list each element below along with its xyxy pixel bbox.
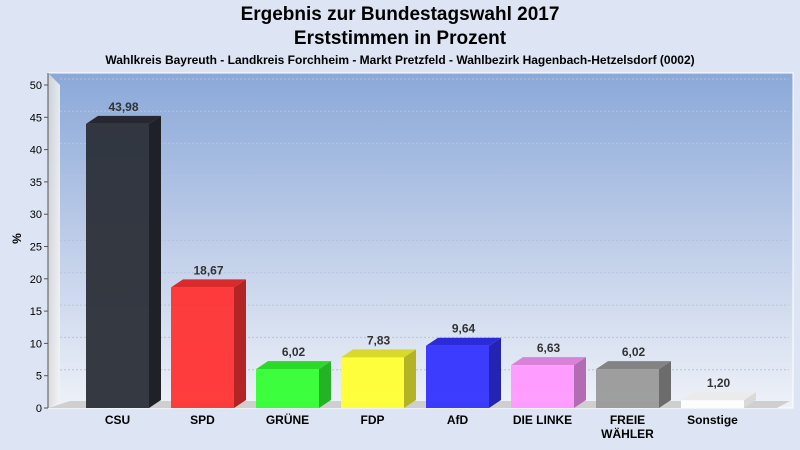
- bar-side: [234, 279, 246, 408]
- bar-side: [489, 337, 501, 408]
- bar-freie-wähler: [596, 361, 671, 408]
- bar-front: [171, 287, 234, 408]
- y-tick-label: 25: [30, 242, 42, 254]
- bar-front: [256, 369, 319, 408]
- category-label: SPD: [190, 413, 215, 427]
- bar-fdp: [341, 349, 416, 408]
- bar-side: [744, 392, 756, 408]
- y-tick-label: 15: [30, 306, 42, 318]
- bar-front: [341, 357, 404, 408]
- category-label: FREIE: [610, 413, 645, 427]
- bar-die-linke: [511, 357, 586, 408]
- bar-front: [511, 365, 574, 408]
- chart-title: Ergebnis zur Bundestagswahl 2017: [240, 4, 560, 25]
- bar-top: [171, 279, 246, 288]
- bar-side: [659, 361, 671, 408]
- y-tick-label: 30: [30, 209, 42, 221]
- plot-left-wall: [48, 73, 60, 408]
- category-label: FDP: [361, 413, 385, 427]
- value-label: 18,67: [193, 263, 223, 277]
- category-label: GRÜNE: [266, 412, 309, 427]
- value-label: 9,64: [452, 322, 476, 336]
- value-label: 1,20: [707, 376, 731, 390]
- bar-side: [404, 349, 416, 408]
- value-label: 6,63: [537, 341, 561, 355]
- value-label: 7,83: [367, 333, 391, 347]
- bar-csu: [86, 115, 161, 409]
- y-tick-label: 50: [30, 80, 42, 92]
- bar-side: [319, 361, 331, 408]
- bar-spd: [171, 279, 246, 408]
- bar-sonstige: [681, 392, 756, 408]
- chart-caption: Wahlkreis Bayreuth - Landkreis Forchheim…: [105, 53, 695, 67]
- bar-top: [341, 349, 416, 358]
- bar-front: [596, 369, 659, 408]
- plot-floor: [48, 401, 790, 408]
- bar-top: [681, 392, 756, 401]
- category-label: CSU: [105, 413, 130, 427]
- bar-top: [86, 115, 161, 124]
- bar-afd: [426, 337, 501, 408]
- bar-front: [426, 345, 489, 408]
- category-label: AfD: [447, 413, 469, 427]
- bar-front: [86, 123, 149, 409]
- category-label: WÄHLER: [601, 426, 654, 441]
- bar-top: [596, 361, 671, 370]
- y-tick-label: 0: [36, 403, 42, 415]
- bar-top: [511, 357, 586, 366]
- value-label: 6,02: [622, 345, 646, 359]
- y-tick-label: 40: [30, 145, 42, 157]
- value-label: 43,98: [108, 100, 138, 114]
- bar-front: [681, 400, 744, 408]
- value-label: 6,02: [282, 345, 306, 359]
- bar-top: [256, 361, 331, 370]
- y-tick-label: 20: [30, 274, 42, 286]
- chart-subtitle: Erststimmen in Prozent: [293, 28, 507, 49]
- y-tick-label: 5: [36, 371, 42, 383]
- bar-side: [149, 115, 161, 409]
- bar-side: [574, 357, 586, 408]
- category-label: Sonstige: [687, 413, 738, 427]
- y-tick-label: 45: [30, 112, 42, 124]
- y-tick-label: 10: [30, 338, 42, 350]
- category-label: DIE LINKE: [513, 413, 572, 427]
- y-tick-label: 35: [30, 177, 42, 189]
- bar-grüne: [256, 361, 331, 408]
- bar-top: [426, 337, 501, 346]
- y-axis-label: %: [10, 233, 24, 244]
